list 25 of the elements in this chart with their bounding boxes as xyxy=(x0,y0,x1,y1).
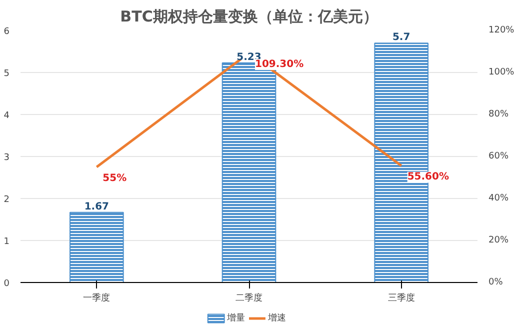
chart-title: BTC期权持仓量变换（单位：亿美元） xyxy=(120,8,378,26)
y-tick-label: 2 xyxy=(4,195,10,205)
x-tick-label: 一季度 xyxy=(83,292,110,304)
y2-tick-label: 80% xyxy=(488,110,509,120)
data-label: 1.67 xyxy=(84,201,110,212)
y-tick-label: 4 xyxy=(4,111,10,121)
y-tick-label: 5 xyxy=(4,69,10,79)
data-label: 109.30% xyxy=(255,58,304,70)
y-tick-label: 3 xyxy=(4,153,10,163)
data-label: 5.7 xyxy=(392,32,410,44)
y2-tick-label: 120% xyxy=(488,26,515,36)
y2-tick-label: 0% xyxy=(488,278,504,288)
y-tick-label: 0 xyxy=(4,279,10,289)
y2-tick-label: 100% xyxy=(488,68,515,78)
y2-tick-label: 40% xyxy=(488,194,509,204)
data-label: 55.60% xyxy=(407,172,449,183)
data-label: 55% xyxy=(102,173,127,184)
y-tick-label: 6 xyxy=(4,27,10,37)
y2-tick-label: 20% xyxy=(488,236,509,246)
legend-label: 增速 xyxy=(267,312,286,324)
x-tick-label: 三季度 xyxy=(388,292,415,304)
x-tick-label: 二季度 xyxy=(236,292,262,304)
legend-label: 增量 xyxy=(226,312,246,324)
y-tick-label: 1 xyxy=(4,237,10,247)
y2-tick-label: 60% xyxy=(488,152,509,162)
